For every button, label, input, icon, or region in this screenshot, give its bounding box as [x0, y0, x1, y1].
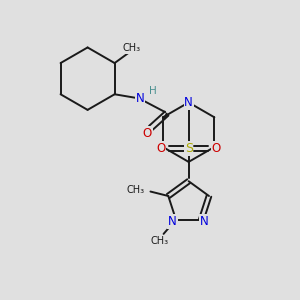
Text: CH₃: CH₃	[151, 236, 169, 246]
Text: H: H	[149, 86, 157, 96]
Text: CH₃: CH₃	[123, 43, 141, 53]
Text: N: N	[184, 96, 193, 109]
Text: O: O	[212, 142, 221, 155]
Text: N: N	[200, 215, 208, 228]
Text: N: N	[136, 92, 144, 105]
Text: CH₃: CH₃	[126, 185, 145, 195]
Text: O: O	[156, 142, 166, 155]
Text: N: N	[168, 215, 177, 228]
Text: S: S	[184, 142, 193, 155]
Text: O: O	[143, 127, 152, 140]
